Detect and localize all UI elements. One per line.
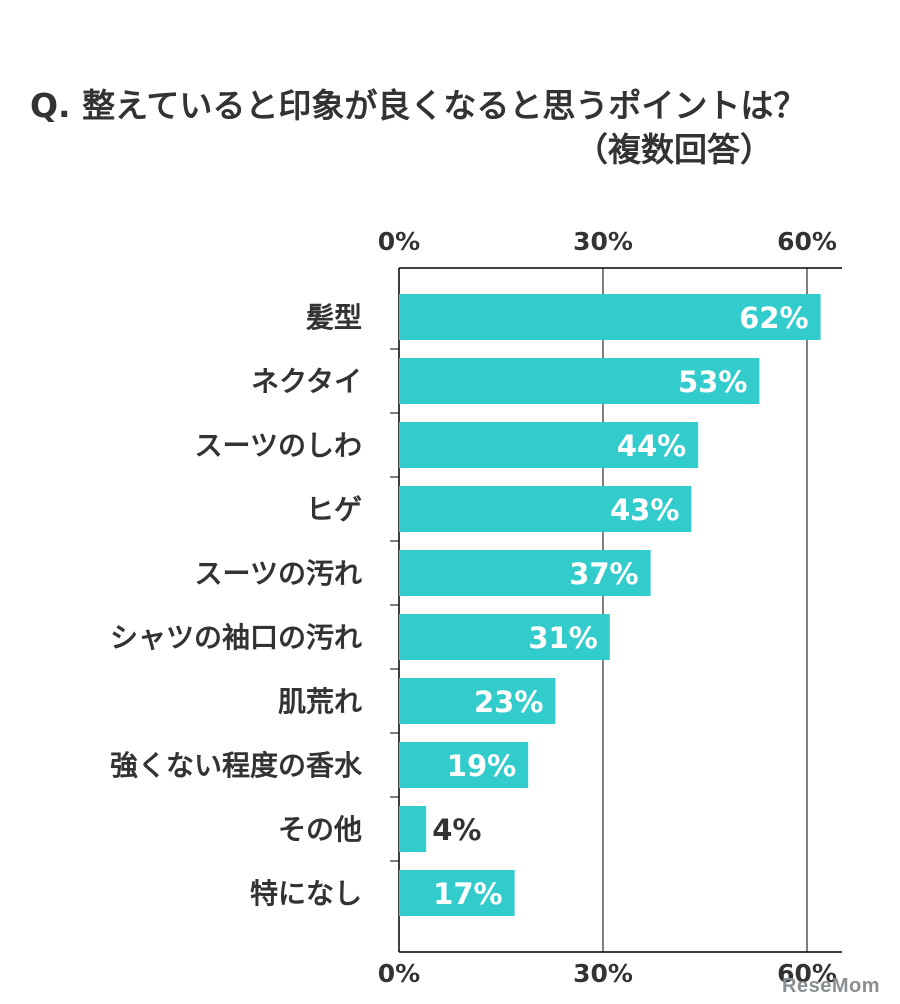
value-label: 17% (433, 877, 502, 911)
bar-2 (399, 358, 760, 404)
bar-5 (399, 550, 651, 596)
category-label: 髪型 (305, 301, 362, 334)
watermark-logo: ReseMom (782, 975, 880, 997)
x-tick-label-top: 30% (573, 227, 633, 256)
chart-title: Q. 整えていると印象が良くなると思うポイントは？ （複数回答） (30, 84, 860, 172)
bar-8 (399, 742, 529, 788)
value-label: 4% (432, 813, 481, 847)
category-label: スーツの汚れ (195, 557, 362, 590)
value-label: 53% (678, 365, 747, 399)
x-tick-label-bottom: 60% (777, 959, 837, 988)
value-label: 19% (447, 749, 516, 783)
value-label: 44% (617, 429, 686, 463)
category-label: 肌荒れ (278, 685, 362, 718)
x-tick-label-bottom: 30% (573, 959, 633, 988)
category-label: ネクタイ (251, 365, 362, 398)
category-label: スーツのしわ (195, 429, 362, 462)
value-label: 62% (739, 301, 808, 335)
bar-3 (399, 422, 699, 468)
x-tick-label-top: 60% (777, 227, 837, 256)
bar-1 (399, 294, 821, 340)
x-tick-label-top: 0% (378, 227, 420, 256)
value-label: 43% (610, 493, 679, 527)
x-tick-label-bottom: 0% (378, 959, 420, 988)
value-label: 23% (474, 685, 543, 719)
category-label: その他 (278, 813, 362, 846)
bar-4 (399, 486, 692, 532)
subtitle-line: （複数回答） (575, 130, 773, 169)
value-label: 31% (528, 621, 597, 655)
bar-9 (399, 806, 427, 852)
category-label: ヒゲ (306, 493, 362, 526)
bar-6 (399, 614, 610, 660)
title-line: Q. 整えていると印象が良くなると思うポイントは？ (30, 86, 807, 125)
category-label: 特になし (250, 877, 362, 910)
bar-7 (399, 678, 556, 724)
value-label: 37% (569, 557, 638, 591)
category-label: 強くない程度の香水 (110, 749, 363, 782)
category-label: シャツの袖口の汚れ (110, 621, 362, 654)
bar-10 (399, 870, 515, 916)
